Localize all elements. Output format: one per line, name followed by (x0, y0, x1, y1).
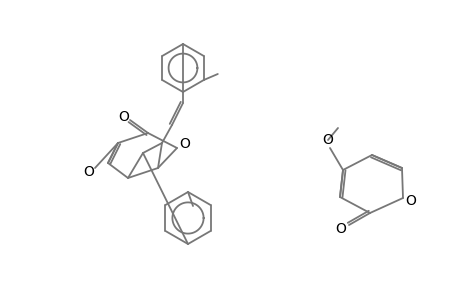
Text: O: O (179, 137, 190, 151)
Text: O: O (118, 110, 129, 124)
Text: O: O (322, 133, 333, 147)
Text: O: O (335, 222, 346, 236)
Text: O: O (84, 165, 94, 179)
Text: O: O (405, 194, 415, 208)
